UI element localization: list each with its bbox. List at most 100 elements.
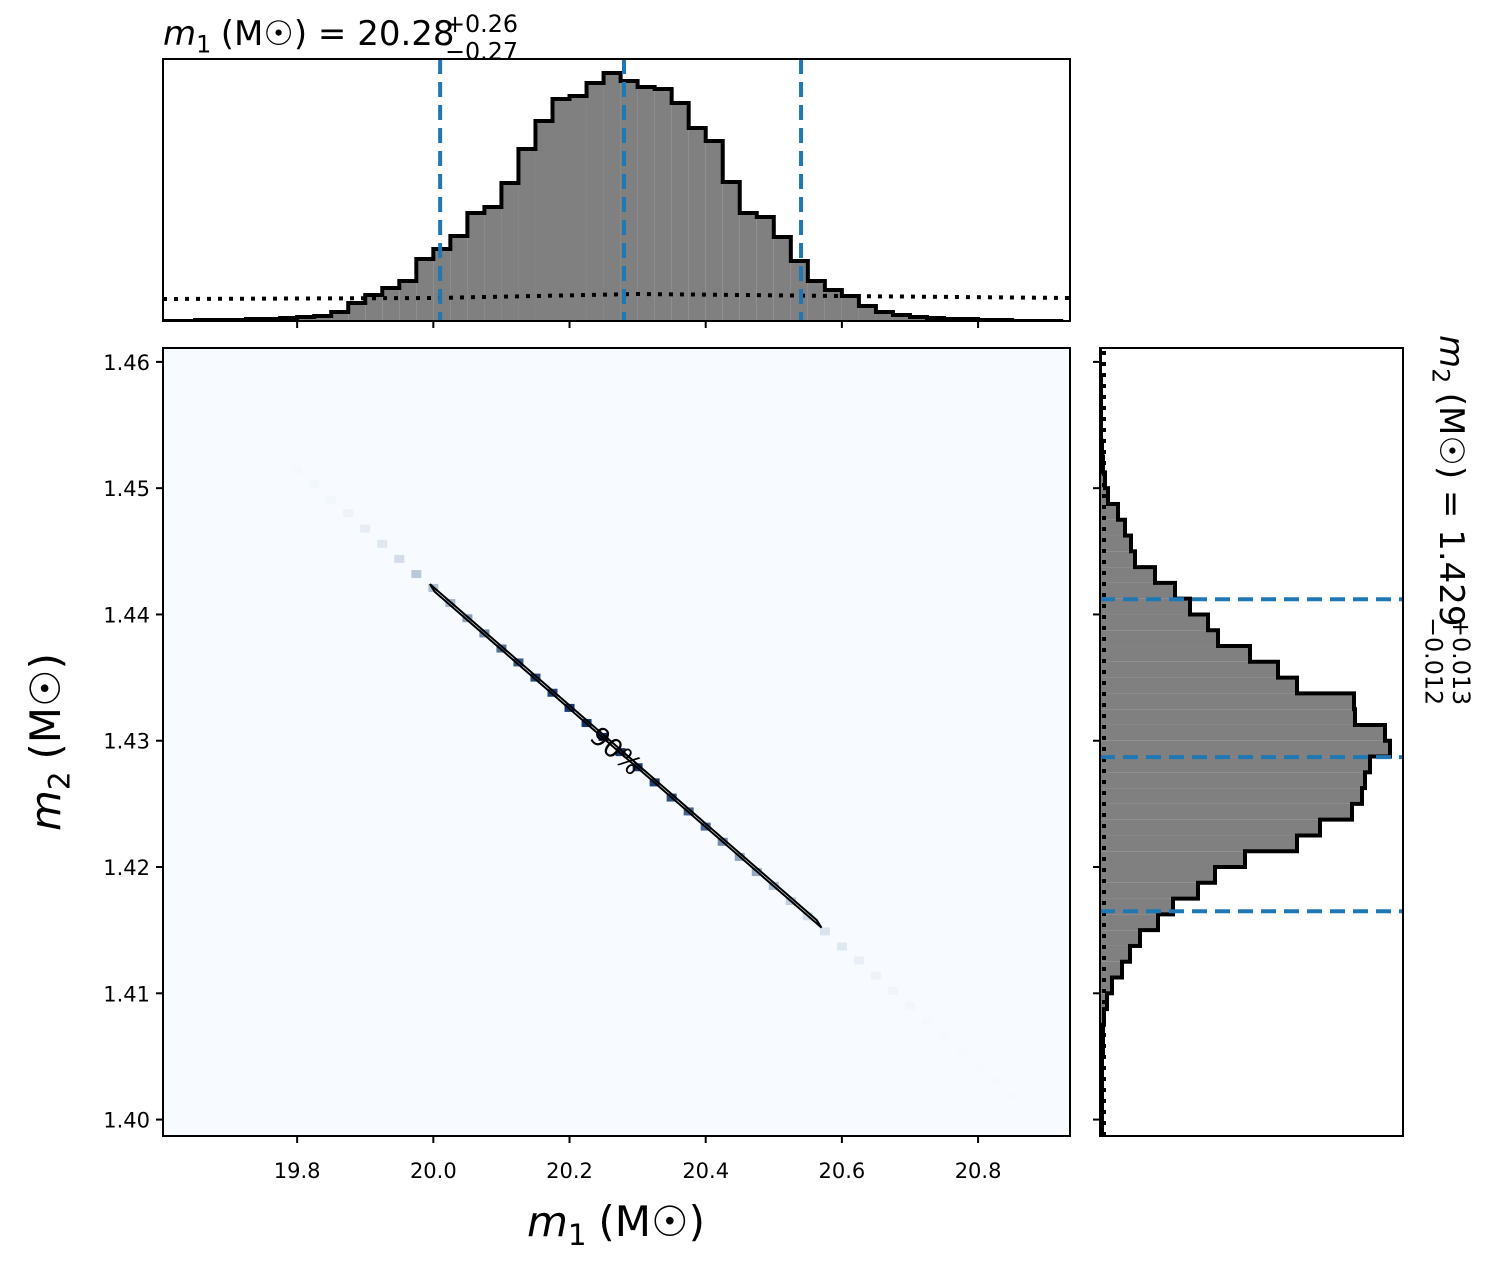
hist-bar (1100, 630, 1218, 647)
density-cell (326, 495, 337, 504)
hist-bar (484, 207, 502, 321)
label-variable: m (1431, 335, 1471, 368)
hist-bar (1100, 945, 1130, 962)
hist-bar (1100, 867, 1215, 883)
hist-bar (1100, 677, 1297, 694)
hist-bar (1100, 724, 1385, 741)
y-tick-label: 1.42 (103, 856, 150, 880)
label-variable: m (163, 14, 196, 54)
hist-bar (1100, 914, 1158, 931)
density-cell (292, 465, 303, 474)
label-lower: −0.27 (445, 37, 518, 65)
prior-line (163, 291, 1070, 301)
hist-bar (1100, 1135, 1101, 1136)
density-cell (343, 509, 354, 518)
hist-bar (671, 103, 689, 321)
hist-bar (433, 249, 451, 321)
hist-bar (841, 296, 859, 321)
y-tick-label: 1.41 (103, 982, 150, 1006)
density-cell (394, 554, 405, 563)
density-cell (870, 971, 881, 980)
density-cell (360, 524, 371, 533)
contour (429, 583, 823, 929)
hist-bar (1100, 788, 1362, 804)
right-title: m2 (M☉) = 1.429+0.013−0.012 (1420, 335, 1475, 705)
hist-bar (1100, 598, 1190, 615)
y-tick-label: 1.40 (103, 1109, 150, 1133)
x-tick-label: 20.2 (546, 1159, 593, 1183)
main-background (163, 348, 1070, 1136)
x-tick-label: 20.6 (819, 1159, 866, 1183)
label-subscript: 2 (42, 771, 76, 790)
x-tick-label: 19.8 (274, 1159, 321, 1183)
hist-bar (892, 315, 910, 321)
density-cell (956, 1046, 967, 1055)
label-variable: m (527, 1197, 568, 1246)
density-cell (853, 956, 864, 965)
density-cell (462, 614, 473, 623)
hist-bar (603, 73, 621, 321)
hist-bar (1100, 472, 1105, 489)
density-cell (513, 658, 524, 667)
density-cell (377, 539, 388, 548)
hist-bar (1100, 930, 1140, 946)
density-cell (887, 986, 898, 995)
hist-bar (1100, 551, 1135, 568)
right-panel (1100, 348, 1403, 1136)
label-text: (M☉) (21, 653, 70, 760)
hist-bar (1100, 519, 1125, 536)
hist-bar (1100, 772, 1365, 789)
hist-bar (416, 259, 434, 321)
hist-bar (688, 128, 706, 321)
label-upper: +0.26 (445, 10, 518, 38)
label-subscript: 2 (1427, 368, 1455, 383)
density-cell (530, 673, 541, 682)
hist-bar (858, 306, 876, 321)
label: m2 (M☉) = 1.429 (1427, 335, 1471, 627)
top-panel (163, 59, 1070, 321)
hist-bar (807, 281, 825, 321)
hist-bar (518, 149, 536, 321)
density-cell (836, 942, 847, 951)
hist-bar (1100, 803, 1352, 820)
y-tick-label: 1.45 (103, 477, 150, 501)
density-cell (973, 1061, 984, 1070)
hist-bar (1100, 740, 1390, 757)
hist-bar (501, 183, 519, 321)
hist-bar (1100, 961, 1122, 978)
x-tick-label: 20.4 (682, 1159, 729, 1183)
hist-bar (1100, 882, 1198, 899)
density-cell (819, 927, 830, 936)
density-cell (1007, 1091, 1018, 1100)
hist-bar (348, 303, 366, 321)
hist-bar (382, 288, 400, 321)
hist-bar (535, 121, 553, 321)
label-text: (M☉) = 1.429 (1431, 393, 1471, 627)
hist-bar (1100, 835, 1297, 852)
hist-bar (331, 312, 349, 321)
x-tick-label: 20.8 (955, 1159, 1002, 1183)
hist-bar (1100, 851, 1245, 868)
hist-bar (1100, 646, 1250, 662)
hist-bar (1100, 582, 1175, 599)
density-cell (939, 1030, 950, 1039)
hist-bar (1100, 709, 1355, 725)
hist-bar (569, 96, 587, 321)
hist-bar (756, 217, 774, 321)
label: m2 (M☉) (21, 653, 76, 831)
hist-bar (399, 281, 417, 321)
hist-bar (654, 89, 672, 321)
hist-bar (1100, 756, 1370, 773)
hist-bar (824, 290, 842, 321)
hist-bar (586, 83, 604, 321)
hist-bar (1100, 819, 1320, 836)
right-frame (1099, 347, 1404, 1137)
hist-bar (1100, 567, 1155, 583)
label: m1 (M☉) = 20.28 (163, 14, 455, 58)
density-cell (598, 732, 609, 741)
hist-bar (739, 213, 757, 321)
density-cell (1041, 1120, 1052, 1129)
hist-bar (1100, 614, 1208, 631)
label-subscript: 1 (196, 30, 211, 58)
